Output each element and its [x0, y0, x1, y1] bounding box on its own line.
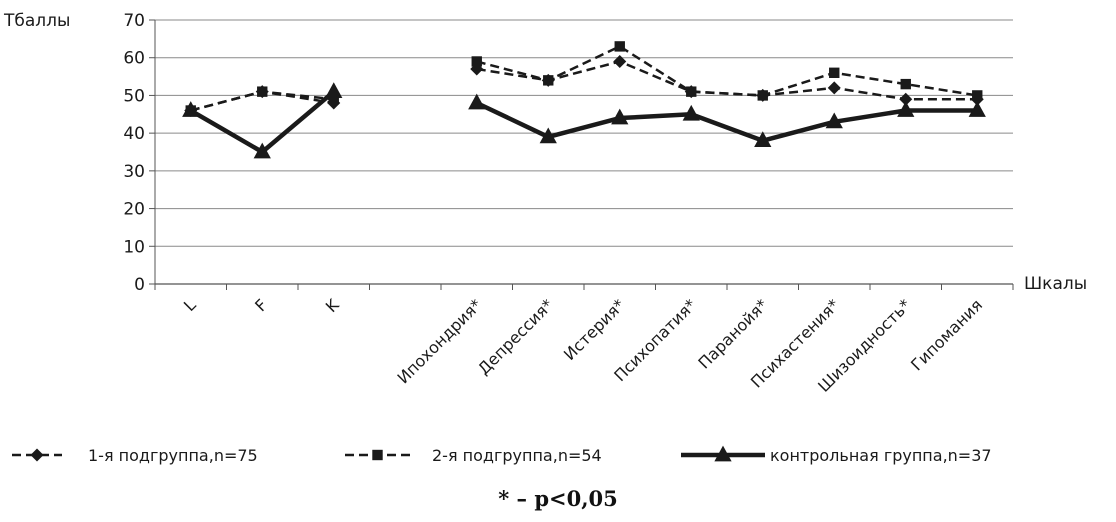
gridlines [155, 19, 1013, 247]
marker-diamond [613, 54, 627, 68]
x-tick-label: Паранойя* [694, 295, 771, 372]
marker-triangle [253, 142, 271, 159]
marker-square [471, 56, 482, 67]
legend-item-1: 1-я подгруппа,n=75 [12, 446, 258, 465]
marker-square [972, 90, 983, 101]
marker-triangle [468, 93, 486, 110]
x-tick-label: Ипохондрия* [394, 295, 486, 387]
marker-square [543, 75, 554, 86]
y-tick-label: 0 [134, 275, 145, 295]
y-tick-label: 20 [123, 200, 145, 220]
series-2 [185, 41, 983, 116]
x-tick-label: F [251, 295, 271, 315]
x-tick-label: Депрессия* [474, 295, 557, 378]
axes [149, 19, 1014, 290]
legend-item-2: 2-я подгруппа,n=54 [345, 446, 602, 465]
marker-diamond [827, 81, 841, 95]
marker-triangle [539, 127, 557, 144]
x-tick-labels: L F K Ипохондрия*Депрессия* Истерия*Психопат… [180, 295, 986, 396]
marker-square [757, 90, 768, 101]
marker-diamond [899, 92, 913, 106]
series-3 [182, 82, 986, 159]
x-tick-label: Гипомания [907, 295, 986, 374]
y-tick-label: 10 [123, 237, 145, 257]
legend-label: 1-я подгруппа,n=75 [88, 446, 258, 465]
marker-triangle [611, 108, 629, 125]
x-axis-title: Шкалы [1024, 274, 1087, 294]
legend: 1-я подгруппа,n=75 2-я подгруппа,n=54 конт… [12, 445, 992, 465]
legend-item-3: контрольная группа,n=37 [681, 445, 992, 465]
marker-triangle [325, 82, 343, 99]
significance-footnote: * – p<0,05 [498, 486, 618, 511]
y-axis-title: Тбаллы [3, 11, 70, 31]
legend-label: 2-я подгруппа,n=54 [432, 446, 602, 465]
marker-triangle [714, 445, 732, 462]
marker-triangle [682, 104, 700, 121]
marker-square [900, 78, 911, 90]
line-chart: 0 10 20 30 40 50 60 70 L F K Ипохондрия*Депрессия*… [3, 11, 1087, 465]
marker-square [372, 449, 383, 461]
marker-triangle [825, 112, 843, 129]
marker-triangle [754, 131, 772, 148]
series-group [182, 41, 986, 159]
marker-triangle [897, 101, 915, 117]
marker-diamond [30, 448, 44, 462]
y-tick-label: 40 [123, 124, 145, 144]
legend-label: контрольная группа,n=37 [770, 446, 992, 465]
marker-square [257, 86, 268, 97]
marker-square [829, 67, 840, 78]
y-tick-label: 30 [123, 162, 145, 182]
series-line [475, 100, 978, 143]
y-tick-labels: 0 10 20 30 40 50 60 70 [123, 11, 145, 295]
marker-triangle [968, 101, 986, 117]
x-tick-label: K [322, 295, 343, 316]
series-line [476, 45, 978, 97]
y-tick-label: 50 [123, 86, 145, 106]
y-tick-label: 60 [123, 49, 145, 69]
x-tick-label: Истерия* [560, 295, 629, 364]
x-tick-label: L [180, 295, 200, 315]
marker-triangle [182, 101, 200, 117]
marker-square [328, 94, 339, 105]
y-tick-label: 70 [123, 11, 145, 31]
marker-square [686, 86, 697, 97]
marker-square [614, 41, 625, 52]
